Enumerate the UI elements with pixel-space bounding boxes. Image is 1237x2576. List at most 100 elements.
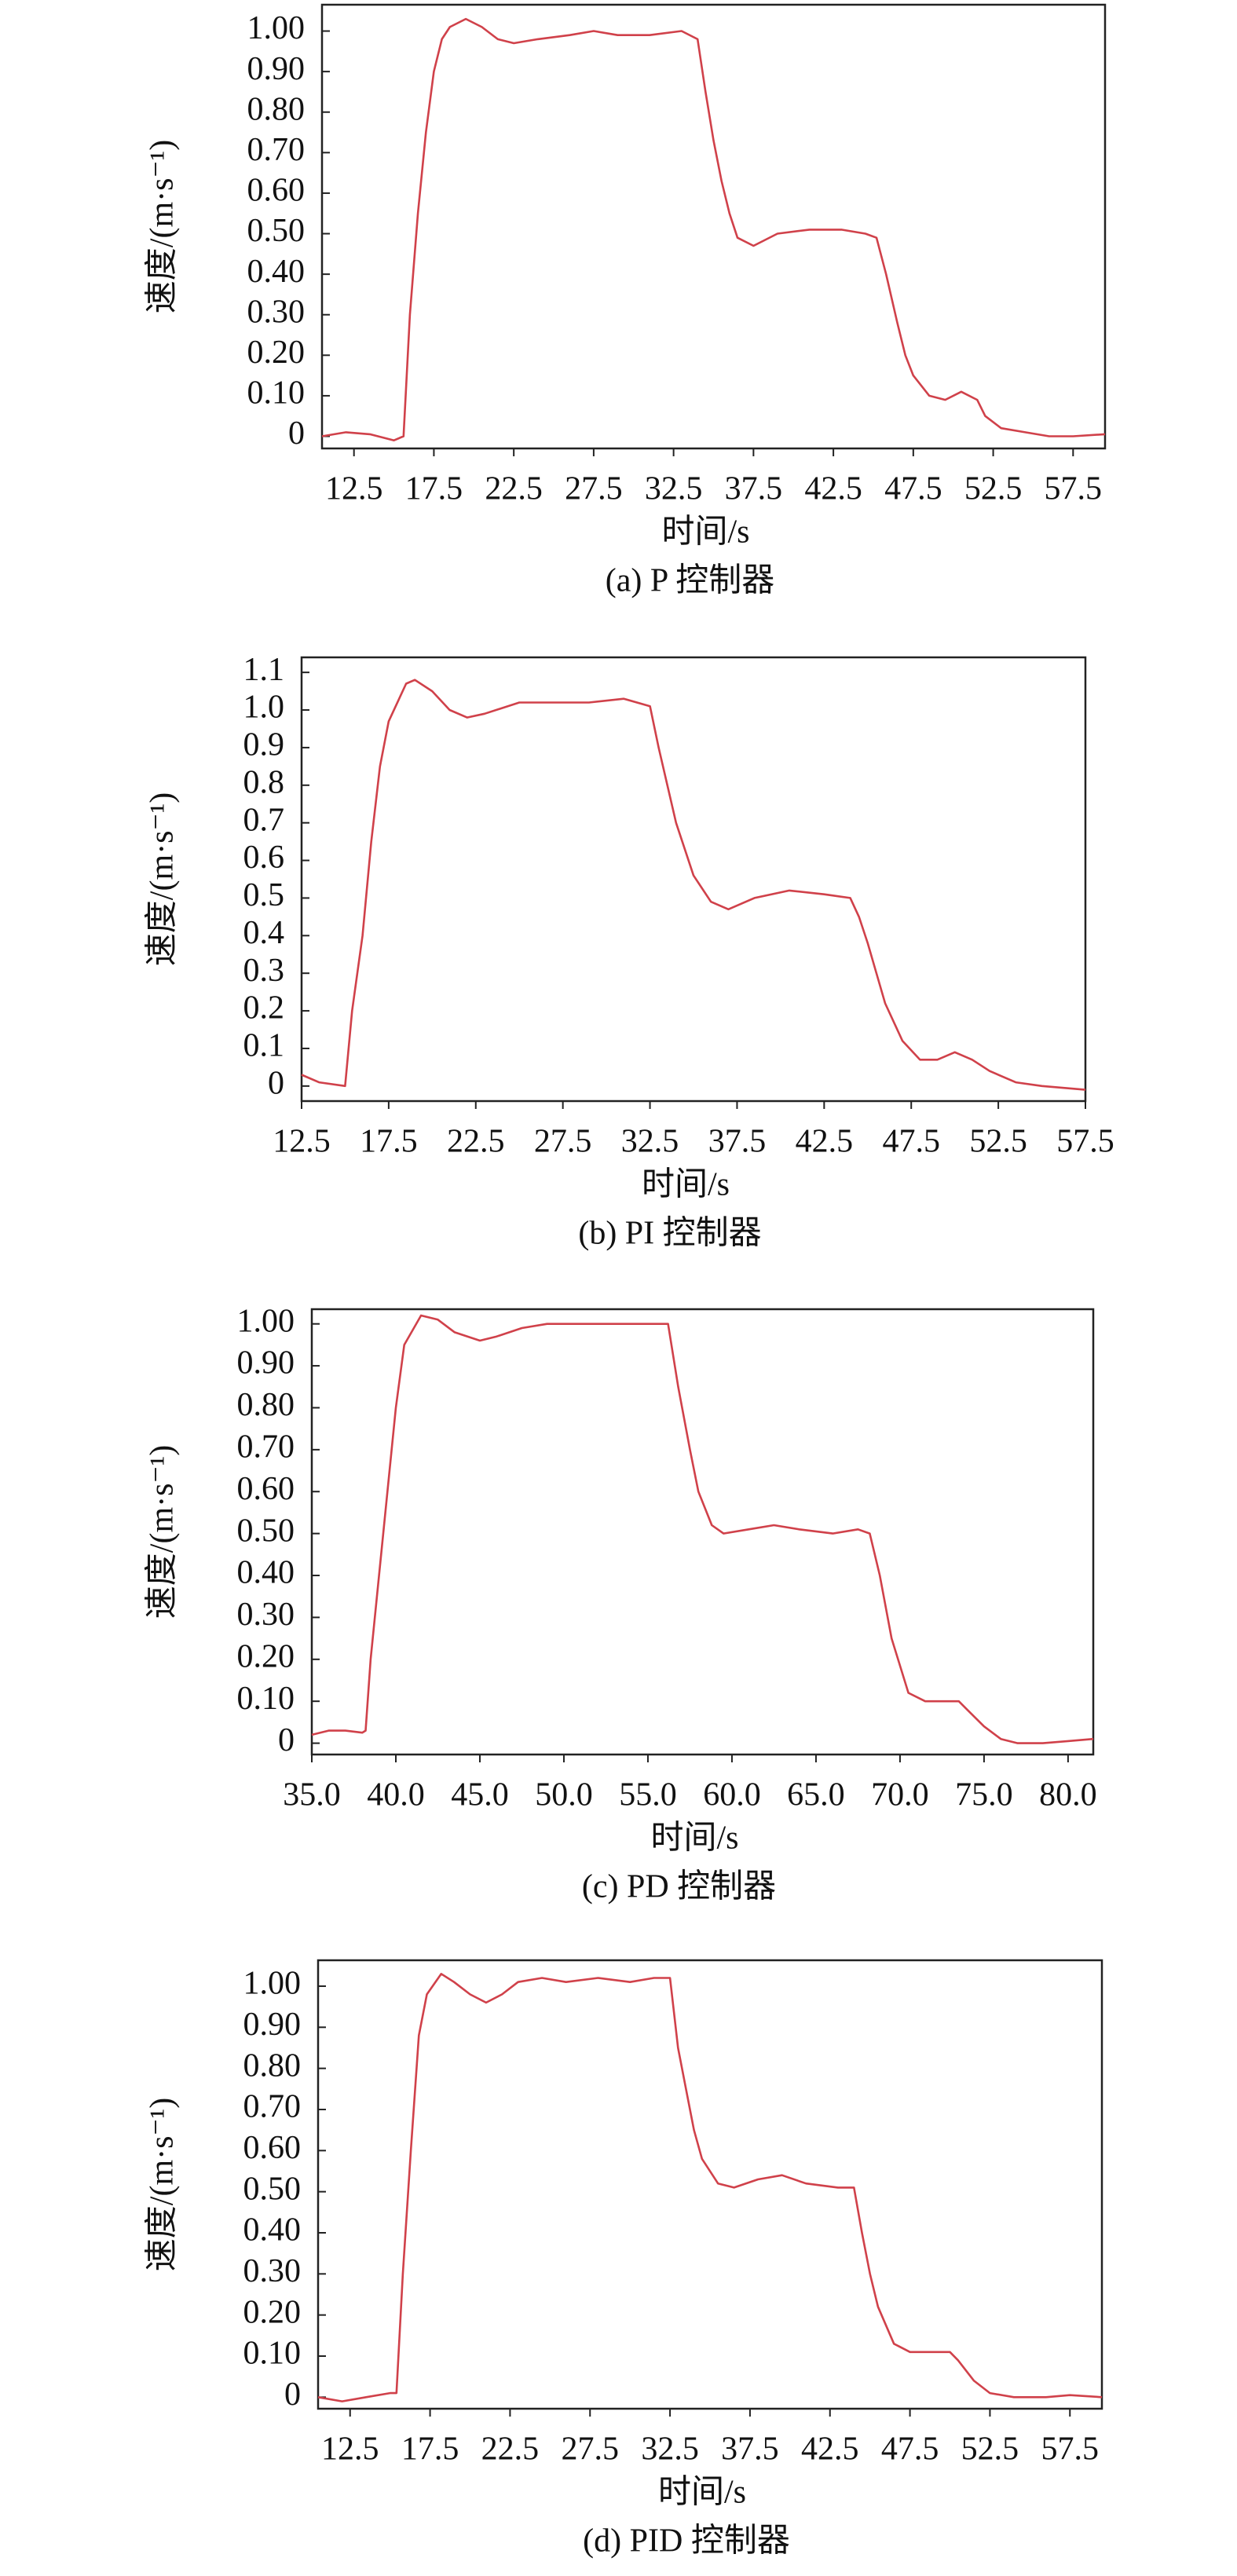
caption: (d) PID 控制器	[583, 2523, 790, 2560]
x-tick-label: 32.5	[641, 2431, 699, 2468]
y-tick-label: 1.0	[243, 690, 285, 726]
y-tick-label: 0.10	[247, 375, 306, 412]
y-tick-label: 0.10	[243, 2336, 302, 2372]
x-tick-label: 32.5	[621, 1124, 679, 1160]
data-line	[301, 679, 1086, 1091]
x-tick-label: 27.5	[561, 2431, 619, 2468]
x-tick-label: 57.5	[1045, 471, 1103, 507]
x-tick-label: 52.5	[964, 471, 1023, 507]
x-tick-label: 27.5	[565, 471, 623, 507]
x-tick-label: 22.5	[447, 1124, 505, 1160]
x-tick-label: 57.5	[1041, 2431, 1100, 2468]
y-tick-label: 0	[268, 1065, 284, 1101]
y-axis-label: 速度/(m·s⁻¹)	[145, 140, 181, 313]
y-tick-label: 0.90	[247, 51, 306, 87]
x-tick-label: 12.5	[325, 471, 383, 507]
x-tick-label: 52.5	[961, 2431, 1019, 2468]
x-tick-label: 17.5	[360, 1124, 418, 1160]
plot-frame	[310, 1308, 1095, 1756]
x-axis-label: 时间/s	[661, 514, 749, 551]
y-tick-label: 0.20	[247, 335, 306, 371]
x-tick-label: 45.0	[451, 1777, 509, 1813]
y-tick-label: 0.3	[243, 953, 285, 989]
y-tick-label: 0.10	[237, 1681, 295, 1717]
y-tick-label: 0.60	[247, 173, 306, 209]
x-tick-label: 47.5	[884, 471, 942, 507]
x-tick-label: 42.5	[801, 2431, 859, 2468]
x-tick-label: 50.0	[535, 1777, 593, 1813]
x-tick-label: 55.0	[619, 1777, 677, 1813]
y-tick-label: 0.1	[243, 1028, 285, 1064]
x-tick-label: 65.0	[787, 1777, 845, 1813]
y-tick-label: 0.50	[237, 1513, 295, 1549]
caption: (a) P 控制器	[606, 563, 774, 599]
plot-frame	[317, 1959, 1103, 2410]
plot-frame	[320, 3, 1107, 450]
y-axis-label: 速度/(m·s⁻¹)	[145, 792, 181, 966]
x-tick-label: 17.5	[401, 2431, 459, 2468]
y-tick-label: 0.80	[237, 1387, 295, 1423]
y-tick-label: 0.8	[243, 764, 285, 800]
y-tick-label: 0.50	[243, 2171, 302, 2207]
x-tick-label: 42.5	[804, 471, 862, 507]
y-tick-label: 1.00	[247, 10, 306, 46]
y-tick-label: 0.2	[243, 990, 285, 1026]
x-tick-label: 60.0	[703, 1777, 761, 1813]
y-tick-label: 0.70	[243, 2089, 302, 2125]
y-tick-label: 0.30	[247, 294, 306, 330]
x-tick-label: 35.0	[283, 1777, 341, 1813]
plot-frame	[300, 656, 1087, 1103]
x-tick-label: 22.5	[485, 471, 543, 507]
caption: (b) PI 控制器	[578, 1216, 761, 1252]
y-tick-label: 0.40	[237, 1555, 295, 1591]
x-tick-label: 12.5	[273, 1124, 331, 1160]
y-tick-label: 0.5	[243, 877, 285, 913]
x-tick-label: 17.5	[405, 471, 463, 507]
y-tick-label: 0.40	[243, 2212, 302, 2249]
x-tick-label: 57.5	[1056, 1124, 1114, 1160]
x-axis-label: 时间/s	[642, 1167, 730, 1203]
x-tick-label: 70.0	[871, 1777, 929, 1813]
y-tick-label: 0.6	[243, 840, 285, 876]
x-tick-label: 47.5	[881, 2431, 939, 2468]
x-tick-label: 37.5	[725, 471, 783, 507]
y-tick-label: 0.20	[243, 2294, 302, 2330]
y-tick-label: 0.70	[237, 1429, 295, 1465]
x-tick-label: 37.5	[708, 1124, 767, 1160]
x-axis-label: 时间/s	[658, 2475, 746, 2511]
y-tick-label: 0.40	[247, 254, 306, 290]
y-tick-label: 0	[288, 415, 305, 452]
caption: (c) PD 控制器	[582, 1869, 776, 1905]
x-tick-label: 47.5	[882, 1124, 940, 1160]
y-tick-label: 0.60	[237, 1471, 295, 1507]
x-tick-label: 27.5	[534, 1124, 592, 1160]
y-axis-label: 速度/(m·s⁻¹)	[145, 2098, 181, 2271]
y-tick-label: 0.9	[243, 727, 285, 763]
data-line	[317, 1973, 1103, 2402]
x-tick-label: 12.5	[321, 2431, 379, 2468]
y-tick-label: 0	[278, 1722, 295, 1758]
y-tick-label: 0.20	[237, 1638, 295, 1674]
y-tick-label: 0.30	[237, 1597, 295, 1633]
y-tick-label: 0.90	[237, 1345, 295, 1381]
data-line	[321, 17, 1106, 441]
y-tick-label: 0.70	[247, 132, 306, 168]
x-tick-label: 75.0	[955, 1777, 1013, 1813]
x-tick-label: 32.5	[645, 471, 703, 507]
x-tick-label: 40.0	[367, 1777, 425, 1813]
x-tick-label: 37.5	[721, 2431, 779, 2468]
y-tick-label: 0.30	[243, 2253, 302, 2289]
y-tick-label: 1.00	[237, 1303, 295, 1339]
y-tick-label: 0	[284, 2377, 301, 2413]
x-tick-label: 52.5	[969, 1124, 1027, 1160]
y-axis-label: 速度/(m·s⁻¹)	[145, 1445, 181, 1619]
x-tick-label: 22.5	[481, 2431, 540, 2468]
x-tick-label: 80.0	[1039, 1777, 1097, 1813]
y-tick-label: 0.50	[247, 213, 306, 249]
y-tick-label: 0.4	[243, 915, 285, 951]
x-tick-label: 42.5	[796, 1124, 854, 1160]
y-tick-label: 0.80	[247, 91, 306, 127]
y-tick-label: 0.90	[243, 2007, 302, 2043]
x-axis-label: 时间/s	[650, 1820, 738, 1857]
